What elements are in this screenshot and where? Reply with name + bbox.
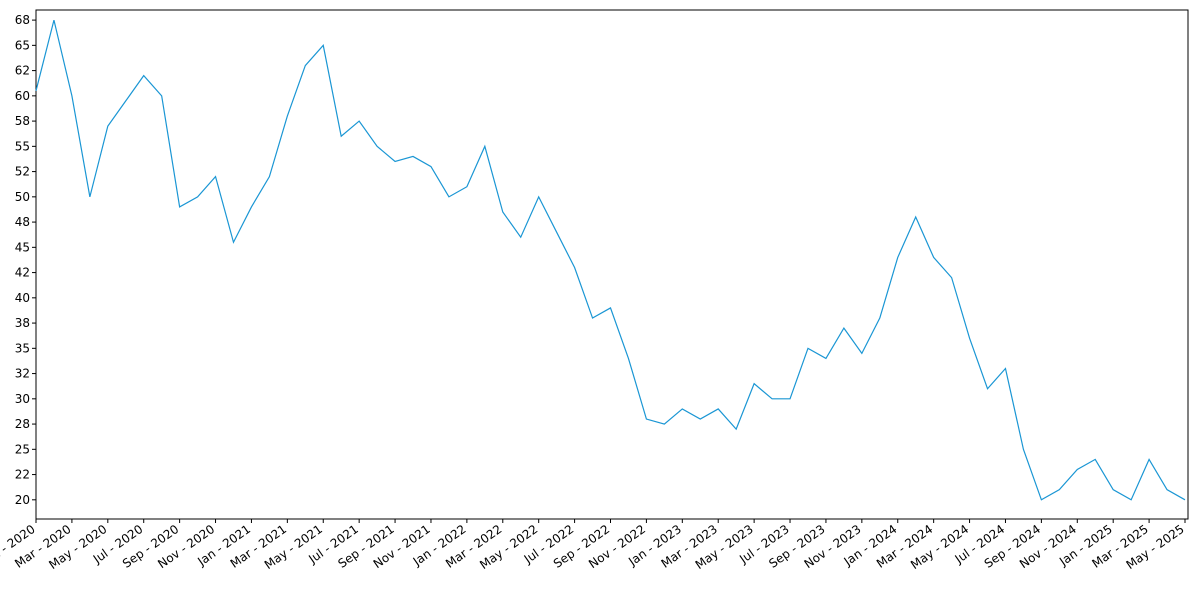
y-tick-label: 50 [15, 190, 30, 204]
y-tick-label: 58 [15, 114, 30, 128]
y-tick-label: 48 [15, 215, 30, 229]
y-tick-label: 35 [15, 341, 30, 355]
y-tick-label: 25 [15, 442, 30, 456]
y-tick-label: 22 [15, 468, 30, 482]
y-tick-label: 30 [15, 392, 30, 406]
y-tick-label: 38 [15, 316, 30, 330]
y-tick-label: 60 [15, 89, 30, 103]
y-tick-label: 45 [15, 240, 30, 254]
y-tick-label: 40 [15, 291, 30, 305]
y-tick-label: 65 [15, 38, 30, 52]
plot-frame [35, 9, 1189, 520]
price-line [35, 19, 1186, 501]
y-tick-label: 28 [15, 417, 30, 431]
y-tick-label: 32 [15, 367, 30, 381]
y-tick-label: 62 [15, 64, 30, 78]
y-tick-label: 52 [15, 165, 30, 179]
y-tick-label: 55 [15, 139, 30, 153]
y-tick-label: 68 [15, 13, 30, 27]
y-tick-label: 20 [15, 493, 30, 507]
y-tick-label: 42 [15, 266, 30, 280]
